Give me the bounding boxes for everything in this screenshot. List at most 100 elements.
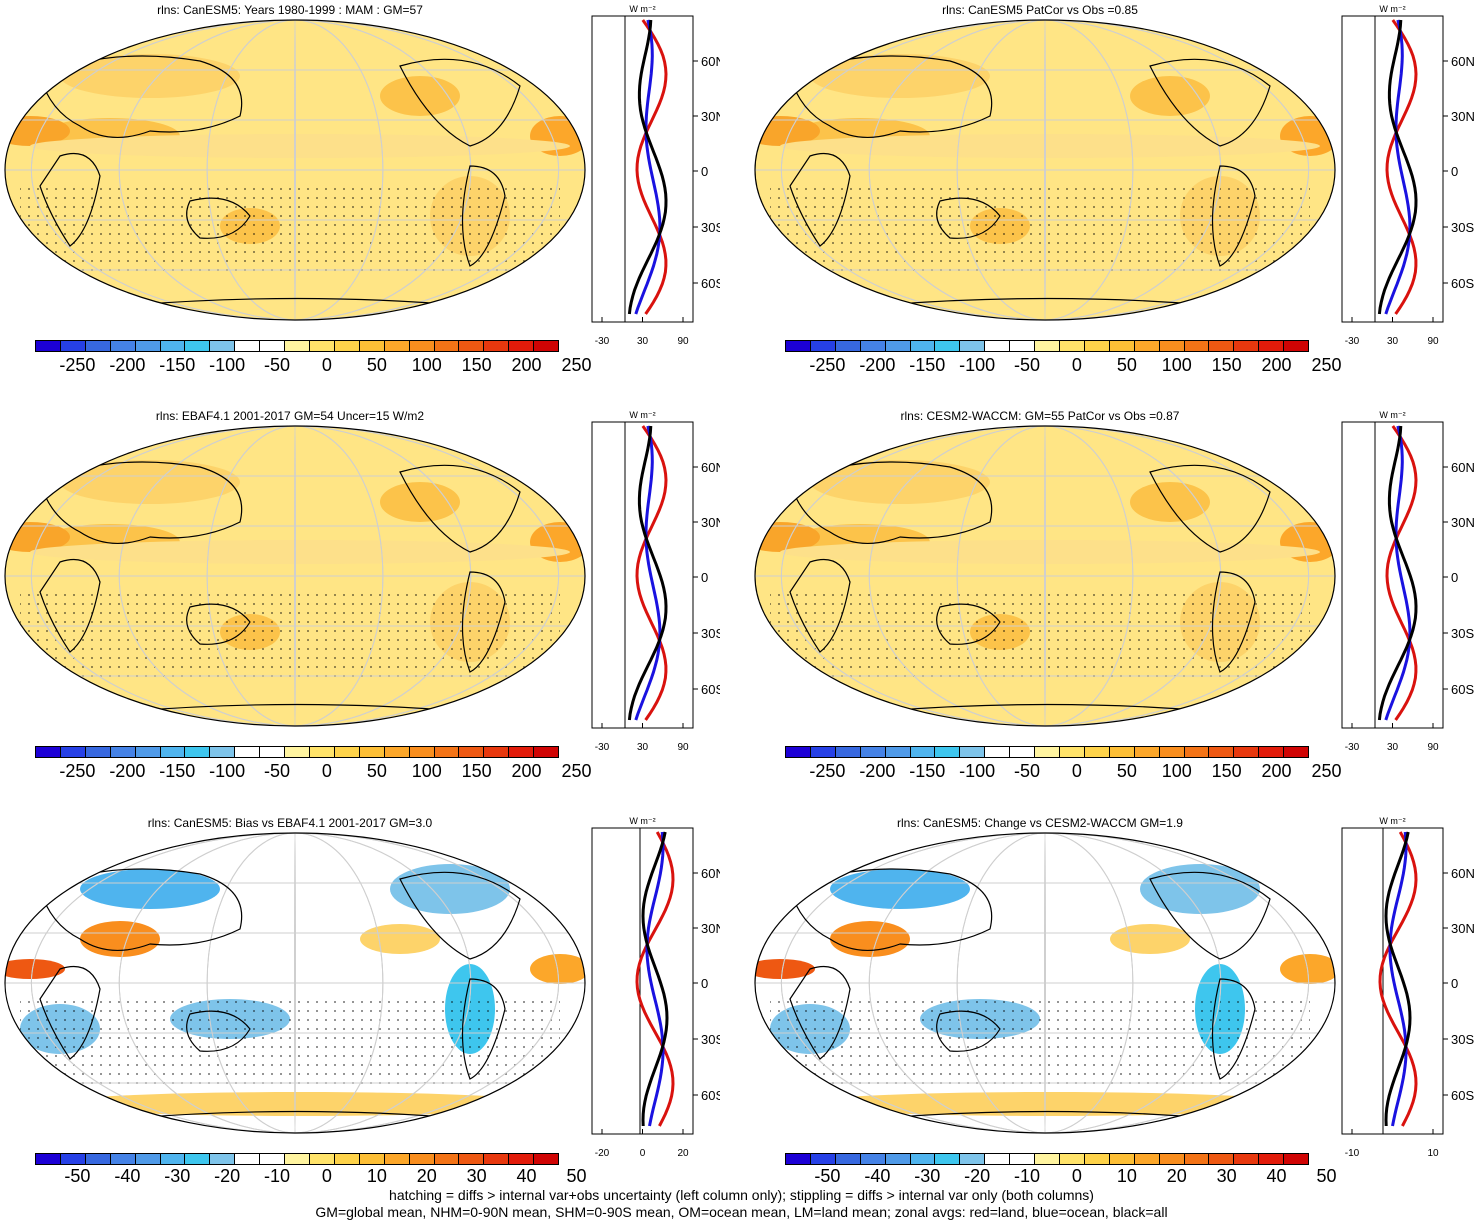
- profile-x-label: 30: [1387, 742, 1399, 753]
- coastline: [399, 464, 521, 553]
- lat-label: 30S: [1451, 1032, 1474, 1047]
- colorbar-swatch: [534, 747, 559, 757]
- field-shading: [60, 460, 240, 504]
- colorbar-swatch: [260, 1154, 286, 1164]
- colorbar-tick-label: -150: [909, 355, 946, 375]
- colorbar-tick-label: -200: [109, 761, 146, 781]
- colorbar-swatch: [185, 1154, 211, 1164]
- colorbar-4: [785, 746, 1309, 758]
- profile-units: W m⁻²: [1379, 4, 1405, 14]
- coastline: [936, 1010, 1001, 1052]
- colorbar-swatch: [309, 747, 335, 757]
- colorbar-swatch: [434, 1154, 460, 1164]
- colorbar-swatch: [484, 1154, 510, 1164]
- colorbar-swatch: [135, 1154, 161, 1164]
- panel-title-3: rlns: EBAF4.1 2001-2017 GM=54 Uncer=15 W…: [155, 409, 425, 423]
- colorbar-tick-label: -20: [964, 1166, 991, 1186]
- colorbar-swatch: [910, 1154, 936, 1164]
- colorbar-swatch: [235, 747, 261, 757]
- colorbar-swatch: [1084, 341, 1110, 351]
- colorbar-tick-label: -20: [214, 1166, 241, 1186]
- colorbar-swatch: [60, 1154, 86, 1164]
- graticule-meridian: [118, 833, 472, 1133]
- colorbar-swatch: [910, 747, 936, 757]
- colorbar-swatch: [309, 1154, 335, 1164]
- colorbar-swatch: [509, 747, 535, 757]
- colorbar-tick-label: 0: [321, 1166, 332, 1186]
- coastline: [789, 461, 993, 545]
- colorbar-swatch: [1259, 341, 1285, 351]
- map-border: [754, 832, 1336, 1134]
- profile-x-label: 30: [1387, 336, 1399, 347]
- lat-label: 60N: [701, 866, 720, 881]
- graticule-meridian: [780, 20, 1310, 320]
- lat-label: 30S: [701, 626, 720, 641]
- colorbar-swatch: [36, 747, 61, 757]
- colorbar-swatch: [1209, 747, 1235, 757]
- lat-label: 60N: [1451, 460, 1475, 475]
- colorbar-swatch: [1035, 341, 1060, 351]
- colorbar-swatch: [509, 341, 535, 351]
- footnote-line-1: hatching = diffs > internal var+obs unce…: [389, 1187, 1094, 1203]
- coastline: [869, 297, 1221, 307]
- colorbar-swatch: [985, 1154, 1011, 1164]
- colorbar-tick-label: 200: [1261, 355, 1292, 375]
- coastline: [936, 603, 1001, 645]
- graticule-meridian: [294, 833, 296, 1133]
- profile-x-label: 90: [677, 742, 689, 753]
- profile-x-label: -20: [595, 1148, 610, 1159]
- colorbar-swatch: [160, 341, 186, 351]
- colorbar-tick-label: 200: [511, 355, 542, 375]
- profile-x-label: 90: [1427, 336, 1439, 347]
- colorbar-swatch: [1059, 747, 1085, 757]
- coastline: [789, 558, 851, 653]
- colorbar-swatch: [409, 747, 435, 757]
- colorbar-swatch: [384, 341, 410, 351]
- profile-units: W m⁻²: [629, 4, 655, 14]
- colorbar-swatch: [1209, 1154, 1235, 1164]
- coastline: [399, 871, 521, 960]
- profile-units: W m⁻²: [629, 816, 655, 826]
- colorbar-swatch: [484, 747, 510, 757]
- lat-label: 60S: [1451, 276, 1474, 291]
- coastline: [39, 55, 243, 139]
- colorbar-tick-label: -250: [59, 761, 96, 781]
- colorbar-tick-label: -200: [859, 761, 896, 781]
- lat-label: 30N: [701, 515, 720, 530]
- field-shading: [390, 864, 510, 914]
- colorbar-3: [35, 746, 559, 758]
- colorbar-swatch: [1259, 747, 1285, 757]
- colorbar-swatch: [835, 341, 861, 351]
- graticule-meridian: [956, 20, 1134, 320]
- colorbar-tick-label: -250: [809, 761, 846, 781]
- stippling: [20, 999, 560, 1089]
- coastline: [399, 58, 521, 147]
- colorbar-swatch: [359, 747, 385, 757]
- coastline: [186, 197, 251, 239]
- lat-label: 0: [701, 570, 708, 585]
- colorbar-tick-label: 50: [1116, 355, 1137, 375]
- colorbar-5: [35, 1153, 559, 1165]
- colorbar-tick-label: 200: [511, 761, 542, 781]
- zonal-mean-line: [634, 19, 662, 315]
- colorbar-swatch: [860, 341, 886, 351]
- colorbar-swatch: [1059, 341, 1085, 351]
- graticule-meridian: [780, 426, 1310, 726]
- colorbar-swatch: [85, 747, 111, 757]
- colorbar-tick-label: -50: [1014, 761, 1041, 781]
- profile-frame: [591, 827, 694, 1135]
- profile-x-label: 0: [640, 1148, 646, 1159]
- colorbar-tick-label: 200: [1261, 761, 1292, 781]
- colorbar-1: [35, 340, 559, 352]
- colorbar-swatch: [860, 747, 886, 757]
- colorbar-swatch: [334, 1154, 360, 1164]
- colorbar-swatch: [810, 341, 836, 351]
- colorbar-swatch: [459, 341, 485, 351]
- colorbar-swatch: [1134, 747, 1160, 757]
- colorbar-swatch: [60, 747, 86, 757]
- field-shading: [380, 482, 460, 522]
- colorbar-swatch: [285, 747, 310, 757]
- field-shading: [80, 869, 220, 909]
- colorbar-swatch: [534, 341, 559, 351]
- map-panel-3: [4, 425, 586, 727]
